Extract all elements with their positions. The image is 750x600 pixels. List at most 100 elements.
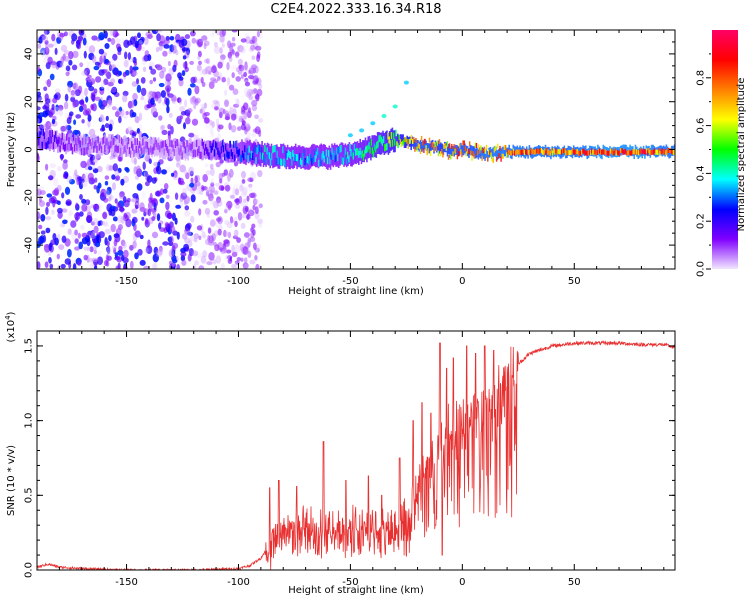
noise-speckle [251, 64, 257, 70]
ridge-halo [175, 141, 177, 160]
noise-speckle [92, 259, 99, 266]
ridge-cell [666, 150, 668, 155]
ridge-cell [652, 149, 654, 155]
noise-speckle [132, 92, 138, 102]
noise-speckle [237, 45, 244, 53]
ridge-halo [105, 136, 108, 155]
noise-speckle [85, 77, 91, 82]
ridge-cell [389, 140, 391, 148]
ridge-cell [337, 154, 339, 162]
noise-speckle [133, 60, 138, 67]
ridge-halo [265, 144, 267, 167]
ridge-cell [198, 146, 200, 154]
ridge-halo [213, 139, 215, 158]
noise-speckle [82, 37, 87, 46]
ridge-cell [597, 149, 600, 154]
noise-speckle [162, 50, 168, 57]
ridge-cell [636, 150, 639, 156]
noise-speckle [167, 132, 171, 141]
ridge-cell [237, 149, 239, 157]
ridge-halo [414, 139, 416, 150]
noise-speckle [122, 257, 129, 264]
noise-speckle [75, 202, 79, 210]
ridge-halo [501, 146, 504, 157]
ridge-cell [148, 147, 151, 155]
noise-speckle [202, 250, 208, 258]
ridge-cell [488, 149, 490, 155]
ridge-cell [479, 148, 481, 154]
ridge-cell [635, 149, 638, 155]
ridge-cell [407, 143, 409, 149]
noise-speckle [56, 36, 62, 44]
noise-speckle [153, 262, 158, 269]
noise-speckle [241, 120, 246, 126]
noise-speckle [81, 180, 88, 188]
noise-speckle [228, 84, 235, 91]
noise-speckle [41, 35, 49, 43]
ridge-cell [566, 150, 568, 156]
secondary-trace-point [347, 133, 353, 138]
ridge-cell [540, 148, 543, 153]
noise-speckle [209, 219, 216, 227]
noise-speckle [204, 207, 211, 215]
snr-scale-close: ) [6, 311, 17, 315]
ridge-cell [234, 154, 236, 162]
noise-speckle [209, 119, 213, 126]
noise-speckle [97, 250, 102, 256]
noise-speckle [186, 222, 192, 229]
noise-speckle [174, 217, 178, 225]
noise-speckle [203, 234, 207, 239]
ridge-halo [348, 142, 351, 165]
noise-speckle [207, 235, 211, 242]
noise-speckle [72, 82, 77, 90]
ridge-cell [659, 150, 661, 156]
noise-speckle [105, 115, 109, 122]
ridge-cell [473, 153, 475, 159]
ridge-cell [113, 137, 115, 145]
ridge-cell [406, 138, 408, 144]
ridge-cell [647, 150, 649, 156]
ridge-cell [257, 145, 259, 153]
ridge-cell [215, 141, 217, 149]
ridge-halo [292, 147, 294, 170]
noise-speckle [244, 81, 251, 87]
ridge-cell [142, 138, 144, 146]
noise-speckle [122, 94, 128, 103]
noise-speckle [227, 51, 232, 59]
noise-speckle [168, 112, 173, 118]
noise-speckle [122, 71, 127, 78]
ridge-cell [154, 137, 156, 145]
ridge-halo [458, 145, 461, 156]
ridge-cell [65, 143, 67, 151]
ridge-cell [460, 149, 462, 155]
noise-speckle [245, 91, 252, 98]
ridge-cell [179, 148, 181, 156]
noise-speckle [240, 213, 247, 219]
ridge-cell [562, 148, 564, 154]
ridge-halo [219, 140, 222, 159]
ridge-cell [322, 151, 324, 159]
ridge-cell [70, 143, 72, 151]
noise-speckle [219, 47, 223, 54]
ridge-cell [288, 151, 291, 159]
ridge-cell [298, 153, 301, 160]
noise-speckle [149, 192, 153, 202]
noise-speckle [176, 264, 181, 269]
ridge-cell [345, 157, 348, 165]
noise-speckle [49, 73, 55, 81]
ridge-cell [428, 137, 431, 143]
noise-speckle [95, 241, 101, 248]
noise-speckle [146, 175, 153, 183]
ridge-cell [442, 152, 444, 158]
ridge-cell [168, 149, 170, 157]
ridge-cell [340, 144, 342, 152]
noise-speckle [112, 163, 119, 172]
ridge-cell [624, 148, 626, 154]
noise-speckle [45, 44, 49, 53]
noise-speckle [107, 99, 113, 107]
noise-speckle [212, 99, 219, 105]
noise-speckle [46, 201, 50, 207]
ridge-cell [199, 151, 201, 159]
ridge-cell [650, 150, 652, 156]
noise-speckle [46, 193, 53, 198]
